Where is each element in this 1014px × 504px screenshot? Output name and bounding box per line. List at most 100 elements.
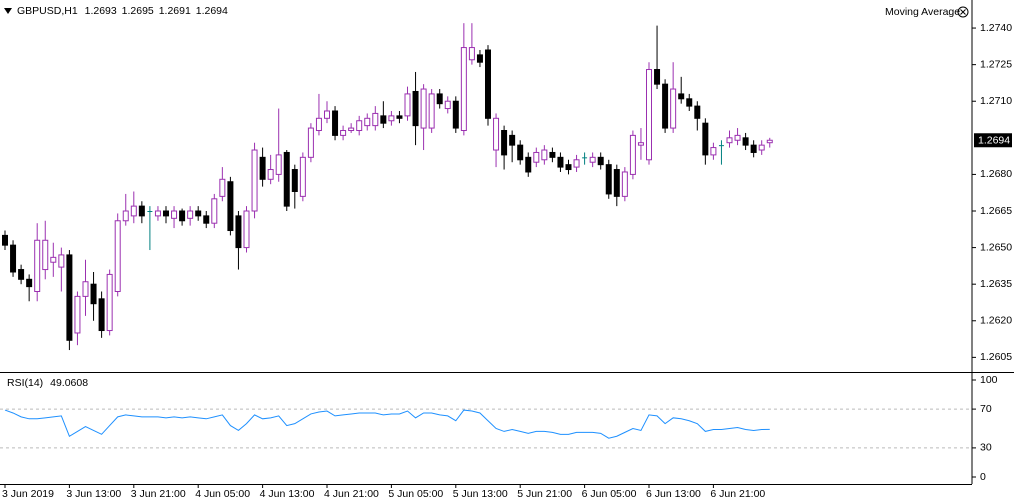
rsi-line: [4, 409, 770, 439]
candle-body: [372, 112, 379, 127]
candle-body: [517, 144, 524, 161]
candle-body: [662, 83, 669, 129]
candle-body: [259, 156, 266, 180]
candle-body: [501, 130, 508, 156]
y-tick-label: 1.2665: [980, 205, 1012, 217]
candle-body: [750, 144, 757, 153]
candle-body: [356, 120, 363, 132]
x-tick-label: 3 Jun 2019: [2, 488, 54, 500]
candle-body: [147, 211, 153, 213]
candle-body: [98, 298, 105, 332]
candle-body: [348, 127, 355, 132]
candle-body: [243, 210, 250, 249]
candle-body: [138, 205, 145, 217]
candle-body: [267, 169, 274, 180]
candle-body: [654, 69, 661, 85]
candle-body: [485, 49, 491, 119]
candle-body: [219, 178, 226, 197]
indicator-close-icon[interactable]: [957, 6, 969, 18]
y-tick-label: 30: [980, 442, 992, 454]
header-open: 1.2693: [85, 5, 117, 17]
candle-body: [742, 137, 749, 146]
header-close: 1.2694: [196, 5, 228, 17]
candle-body: [171, 210, 178, 219]
candle-body: [122, 210, 129, 222]
candle-body: [678, 93, 685, 100]
candle-body: [34, 239, 41, 293]
x-tick-label: 3 Jun 21:00: [131, 488, 186, 500]
candle-body: [710, 147, 717, 156]
candle-body: [340, 130, 347, 136]
candle-body: [315, 117, 322, 132]
candle-body: [235, 215, 242, 249]
y-tick-label: 1.2740: [980, 22, 1012, 34]
candle-body: [364, 117, 371, 127]
candle-body: [420, 88, 427, 129]
symbol: GBPUSD,H1: [17, 5, 78, 17]
price-label: 1.2694: [978, 135, 1010, 147]
candle-body: [195, 210, 202, 217]
candle-body: [2, 234, 8, 246]
candle-body: [444, 100, 451, 110]
candle-body: [557, 156, 564, 168]
menu-triangle[interactable]: [4, 8, 12, 14]
candle-body: [533, 151, 540, 163]
candle-body: [493, 117, 500, 151]
header-low: 1.2691: [159, 5, 191, 17]
candle-body: [307, 127, 314, 158]
candle-body: [541, 149, 548, 161]
price-label-box: [974, 133, 1012, 148]
candle-body: [380, 115, 387, 124]
candle-body: [227, 181, 234, 232]
candle-body: [582, 157, 588, 159]
candle-body: [509, 134, 516, 146]
chart-header: GBPUSD,H1 1.2693 1.2695 1.2691 1.2694: [17, 5, 228, 17]
candle-body: [613, 169, 620, 197]
candle-body: [283, 151, 290, 207]
x-tick-label: 5 Jun 05:00: [388, 488, 443, 500]
y-tick-label: 1.2605: [980, 351, 1012, 363]
candle-body: [460, 47, 467, 132]
candle-body: [758, 144, 765, 151]
x-tick-label: 6 Jun 05:00: [582, 488, 637, 500]
y-tick-label: 1.2635: [980, 278, 1012, 290]
candle-body: [396, 115, 403, 119]
candle-body: [766, 139, 773, 144]
rsi-title: RSI(14): [7, 377, 43, 389]
candle-body: [404, 93, 411, 117]
rsi-header: RSI(14) 49.0608: [7, 377, 88, 389]
candle-body: [187, 210, 194, 219]
candle-body: [388, 115, 395, 122]
candle-body: [646, 69, 652, 161]
candle-body: [549, 151, 556, 158]
candle-body: [82, 281, 89, 297]
candle-body: [179, 210, 186, 222]
candle-body: [106, 273, 113, 332]
candle-body: [436, 93, 443, 105]
y-tick-label: 100: [980, 374, 998, 386]
candle-body: [211, 198, 218, 224]
candle-body: [589, 156, 596, 163]
candle-body: [18, 269, 25, 280]
candle-body: [154, 210, 161, 217]
x-tick-label: 3 Jun 13:00: [66, 488, 121, 500]
candle-body: [726, 137, 733, 144]
indicator-label: Moving Average: [885, 6, 960, 18]
candle-body: [203, 215, 210, 224]
candle-body: [452, 100, 459, 129]
candle-body: [468, 47, 475, 61]
x-tick-label: 5 Jun 21:00: [517, 488, 572, 500]
candle-body: [718, 145, 724, 147]
candle-body: [565, 164, 572, 171]
candle-body: [50, 256, 57, 263]
rsi-value: 49.0608: [50, 377, 88, 389]
candle-body: [332, 110, 339, 136]
x-tick-label: 5 Jun 13:00: [453, 488, 508, 500]
y-tick-label: 1.2650: [980, 241, 1012, 253]
candle-body: [299, 156, 306, 197]
candle-body: [428, 93, 435, 129]
candle-body: [476, 54, 483, 63]
candle-body: [734, 134, 741, 141]
